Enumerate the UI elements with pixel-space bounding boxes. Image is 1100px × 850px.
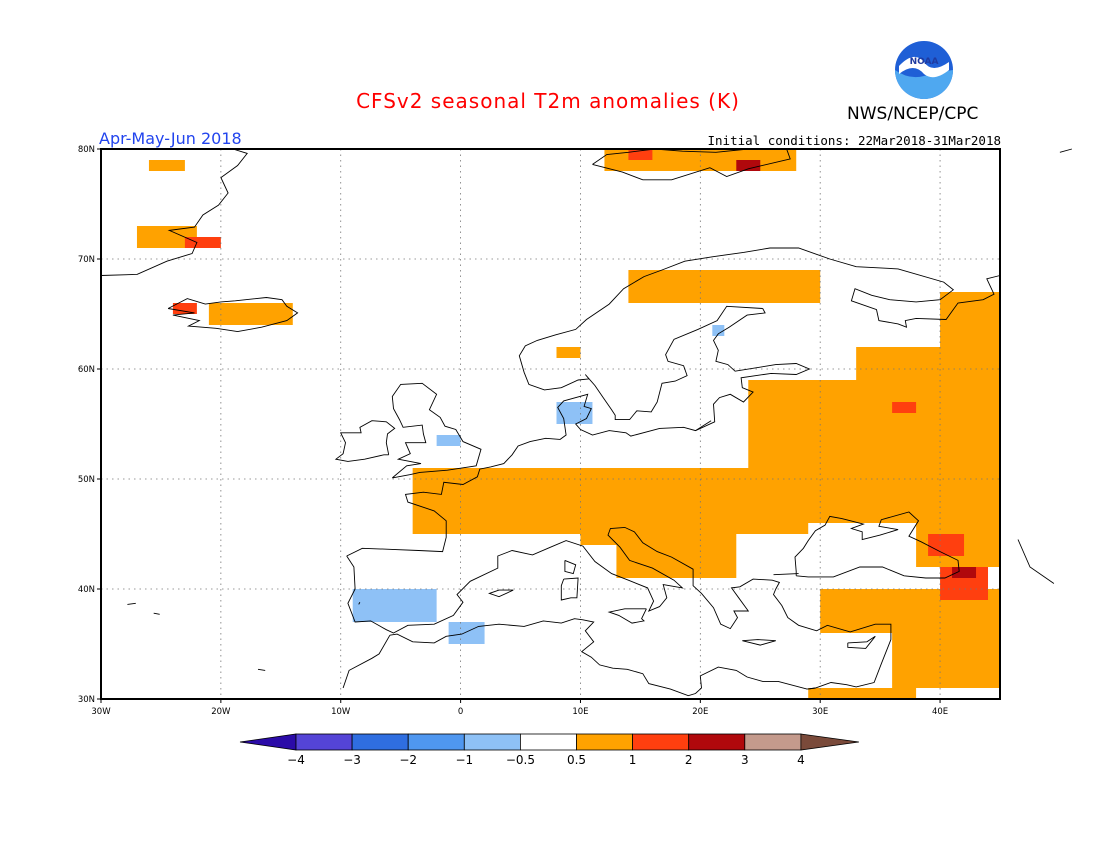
coastline — [564, 559, 577, 575]
anomaly-cell — [352, 589, 437, 622]
lon-tick-label: 10E — [572, 707, 588, 717]
agency-label: NWS/NCEP/CPC — [847, 104, 979, 124]
lon-ticks: 30W 20W 10W 0 10E 20E 30E 40E — [91, 699, 948, 717]
colorbar-label: 0.5 — [567, 753, 586, 767]
colorbar-segment — [407, 733, 465, 751]
lon-tick-label: 20W — [211, 707, 231, 717]
colorbar-label: −3 — [343, 753, 361, 767]
colorbar: −4 −3 −2 −1 −0.5 0.5 1 2 3 4 — [239, 733, 859, 767]
anomaly-cell — [712, 325, 725, 336]
coastline — [742, 639, 776, 646]
season-label: Apr-May-Jun 2018 — [99, 129, 242, 148]
anomaly-cell — [148, 160, 185, 171]
lon-tick-label: 40E — [932, 707, 948, 717]
anomaly-cells — [136, 149, 1000, 699]
lon-tick-label: 30E — [812, 707, 828, 717]
colorbar-label: 1 — [629, 753, 637, 767]
anomaly-cell — [448, 622, 485, 644]
anomaly-cell — [172, 303, 197, 314]
map-frame — [100, 148, 1001, 700]
coastline — [695, 420, 712, 431]
anomaly-cell — [184, 237, 221, 248]
colorbar-segment — [520, 733, 577, 751]
anomaly-cell — [892, 402, 917, 413]
initial-conditions-label: Initial conditions: 22Mar2018-31Mar2018 — [707, 133, 1002, 148]
lat-tick-label: 30N — [78, 695, 95, 705]
coastline — [391, 382, 482, 479]
coastline — [488, 589, 514, 598]
coastline — [389, 618, 816, 697]
colorbar-label: −0.5 — [506, 753, 535, 767]
colorbar-arrow-low — [239, 733, 297, 751]
lat-tick-label: 60N — [78, 365, 95, 375]
colorbar-segment — [744, 733, 802, 751]
coastline — [847, 635, 876, 649]
anomaly-cell — [556, 402, 593, 424]
colorbar-label: 2 — [685, 753, 693, 767]
lon-tick-label: 30W — [91, 707, 111, 717]
lon-tick-label: 10W — [331, 707, 351, 717]
coastline — [334, 420, 396, 462]
anomaly-cell — [856, 347, 1000, 380]
lat-tick-label: 40N — [78, 585, 95, 595]
anomaly-cell — [556, 347, 581, 358]
anomaly-cell — [928, 534, 965, 556]
anomaly-cell — [808, 688, 917, 699]
coastline — [518, 247, 1001, 421]
anomaly-cell — [436, 435, 461, 446]
coastline — [773, 573, 799, 576]
coastline — [342, 634, 391, 689]
anomaly-cell — [616, 545, 737, 578]
anomaly-cell — [940, 292, 1000, 347]
colorbar-label: −2 — [399, 753, 417, 767]
map-gridlines — [101, 149, 1000, 699]
coastline — [1017, 539, 1055, 584]
lat-tick-label: 50N — [78, 475, 95, 485]
coastline — [100, 148, 248, 276]
coastline — [358, 601, 361, 605]
colorbar-segment — [295, 733, 353, 751]
colorbar-label: −1 — [455, 753, 473, 767]
colorbar-label: −4 — [287, 753, 305, 767]
anomaly-cell — [628, 270, 821, 303]
colorbar-segment — [351, 733, 409, 751]
anomaly-cell — [628, 149, 653, 160]
colorbar-segment — [463, 733, 521, 751]
coastline — [167, 297, 299, 333]
colorbar-arrow-high — [800, 733, 859, 751]
lat-tick-label: 80N — [78, 145, 95, 155]
lon-tick-label: 0 — [458, 707, 463, 717]
anomaly-cell — [892, 622, 1000, 688]
colorbar-segment — [632, 733, 690, 751]
coastline — [592, 148, 791, 181]
coastline — [607, 608, 647, 624]
coastlines — [100, 148, 1073, 697]
anomaly-cell — [136, 226, 197, 248]
coastline — [127, 602, 136, 605]
coastline — [346, 526, 892, 690]
colorbar-label: 4 — [797, 753, 805, 767]
noaa-logo-icon: NOAA — [895, 41, 953, 99]
lat-ticks: 30N 40N 50N 60N 70N 80N — [78, 145, 101, 705]
coastline — [794, 511, 960, 579]
anomaly-cell — [208, 303, 293, 325]
coastline — [257, 668, 266, 671]
chart-title: CFSv2 seasonal T2m anomalies (K) — [356, 89, 740, 113]
anomaly-cell — [748, 380, 1000, 523]
coastline — [153, 612, 160, 615]
colorbar-segment — [576, 733, 633, 751]
lon-tick-label: 20E — [692, 707, 708, 717]
svg-text:NOAA: NOAA — [910, 57, 939, 67]
anomaly-cell — [736, 160, 761, 171]
coastline — [560, 577, 579, 601]
anomaly-cell — [580, 512, 737, 545]
coastline — [1059, 148, 1073, 153]
lat-tick-label: 70N — [78, 255, 95, 265]
anomaly-cell — [952, 567, 977, 578]
coastline — [346, 308, 811, 557]
colorbar-label: 3 — [741, 753, 749, 767]
colorbar-segment — [688, 733, 746, 751]
